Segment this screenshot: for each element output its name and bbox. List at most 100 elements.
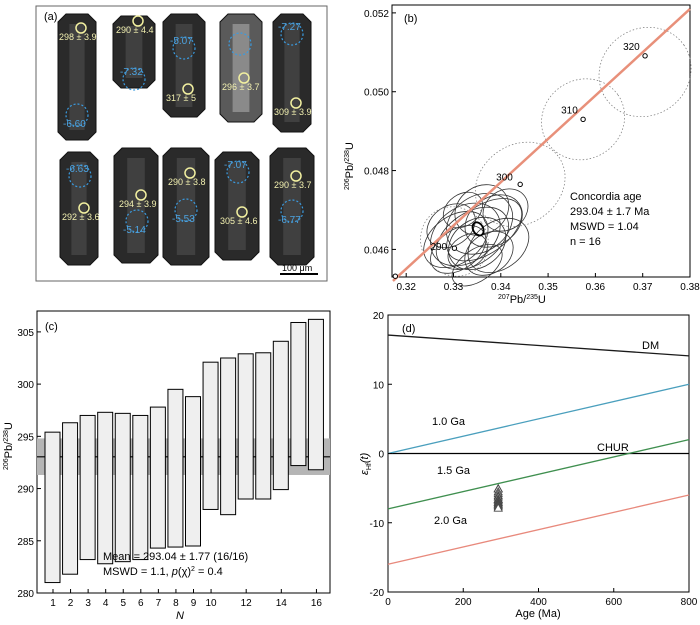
- spot-ehf: -5.53: [172, 214, 195, 225]
- error-ellipse: [435, 206, 509, 270]
- concordia-annotation: MSWD = 1.04: [570, 221, 639, 233]
- upb-spot: [290, 97, 302, 109]
- y-label-main: ε: [359, 470, 371, 475]
- upb-spot: [290, 170, 302, 182]
- hf-spot: [280, 22, 304, 46]
- grain-core: [69, 24, 85, 130]
- error-ellipse: [454, 184, 510, 236]
- x-tick-label: 1: [50, 598, 56, 609]
- series-label: DM: [642, 340, 659, 352]
- y-label-sup2: 238: [344, 150, 351, 162]
- y-label-sub: Hf: [366, 463, 373, 470]
- age-marker: [392, 273, 399, 279]
- data-point: [493, 503, 503, 512]
- age-marker: [642, 53, 648, 59]
- x-tick-label: 0: [385, 597, 391, 608]
- spot-ehf: -5.14: [123, 225, 146, 236]
- y-label-end: U: [344, 142, 356, 150]
- concordia-envelope: [541, 78, 626, 161]
- spot-age: 290 ± 3.7: [274, 180, 311, 190]
- concordia-annotation: 293.04 ± 1.7 Ma: [570, 206, 650, 218]
- scale-bar-label: 100 μm: [282, 263, 312, 273]
- mean-annotation: Mean = 293.04 ± 1.77 (16/16): [103, 551, 248, 563]
- concordia-age-label: 320: [623, 42, 640, 53]
- y-tick-label: 0.046: [364, 245, 389, 256]
- y-tick-label: 300: [17, 380, 34, 391]
- hf-spot: [68, 164, 92, 188]
- age-marker: [580, 116, 586, 123]
- x-axis-label: Age (Ma): [515, 608, 560, 620]
- hf-spot: [122, 67, 146, 91]
- x-axis-label: 207Pb/235U: [498, 294, 546, 306]
- error-ellipses: [423, 184, 530, 287]
- spot-ehf: -7.07: [224, 160, 247, 171]
- error-bar: [220, 357, 237, 516]
- x-tick-label: 10: [206, 598, 218, 609]
- y-tick-label: -20: [370, 588, 385, 599]
- x-tick-label: 0.36: [586, 282, 606, 293]
- panel-b-concordia: (b) 290 300 310 320 0.32 0.33 0.34 0.35 0.36 0.37 0…: [344, 4, 700, 306]
- upb-spot: [184, 167, 196, 179]
- spot-age: 294 ± 3.9: [119, 199, 156, 209]
- y-label-sup2: 238: [3, 430, 10, 442]
- error-bar: [97, 411, 114, 565]
- concordia-annotation: n = 16: [570, 236, 601, 248]
- x-tick-label: 0.35: [538, 282, 558, 293]
- error-ellipse: [442, 191, 483, 229]
- x-tick-label: 3: [85, 598, 91, 609]
- spot-ehf: -7.27: [278, 22, 301, 33]
- error-ellipse: [430, 202, 501, 267]
- mswd-text: MSWD = 1.1,: [103, 566, 172, 578]
- hf-spot: [228, 32, 252, 56]
- spot-age: 317 ± 5: [166, 93, 196, 103]
- grain-core: [228, 162, 246, 250]
- x-tick-label: 6: [138, 598, 144, 609]
- x-tick-label: 7: [156, 598, 162, 609]
- x-tick-label: 2: [68, 598, 74, 609]
- series-label: CHUR: [597, 442, 629, 454]
- x-tick-label: 0.38: [680, 282, 700, 293]
- series-line: [387, 439, 690, 510]
- grain-core: [176, 158, 196, 255]
- upb-spot: [135, 189, 147, 201]
- x-tick-label: 800: [681, 597, 698, 608]
- error-bar: [255, 352, 272, 500]
- panel-b-label: (b): [404, 13, 417, 25]
- error-bar: [62, 422, 79, 575]
- x-label-main: Pb/: [510, 294, 527, 306]
- series-label: 1.0 Ga: [432, 416, 466, 428]
- x-tick-label: 12: [241, 598, 253, 609]
- plot-frame: [391, 4, 691, 278]
- panel-a-zircon-images: (a) 298 ± 3.9 -6.60 290 ± 4.4 -7.32 317 ± 5 -…: [35, 5, 328, 282]
- x-tick-label: 0.32: [396, 282, 416, 293]
- upb-spot: [236, 206, 248, 218]
- y-label-end: (t): [359, 452, 371, 463]
- chi-square: 2: [191, 566, 195, 573]
- error-ellipse: [423, 211, 489, 269]
- grain-core: [283, 158, 301, 255]
- panel-c-weighted-mean: (c)1 2 3 4 5 6 7 8 9 10 12 14 16280285290295300305N2…: [3, 310, 331, 622]
- spot-age: 296 ± 3.7: [222, 82, 259, 92]
- error-bar: [167, 388, 184, 548]
- grain-core: [125, 26, 143, 78]
- spot-ehf: -6.77: [278, 215, 301, 226]
- x-tick-label: 8: [173, 598, 179, 609]
- series-line: [387, 383, 690, 455]
- error-ellipse: [448, 216, 507, 271]
- panel-c-label: (c): [45, 321, 58, 333]
- error-ellipse: [447, 233, 488, 270]
- zircon-grain: 309 ± 3.9 -7.27: [272, 13, 312, 133]
- x-tick-label: 5: [120, 598, 126, 609]
- hf-spot: [125, 209, 149, 233]
- x-tick-label: 9: [191, 598, 197, 609]
- x-axis-label: N: [176, 610, 184, 622]
- hf-spot: [226, 160, 250, 184]
- zircon-grain: 290 ± 4.4 -7.32: [112, 15, 156, 91]
- error-bar: [272, 340, 289, 491]
- spot-ehf: -6.60: [63, 119, 86, 130]
- spot-age: 290 ± 4.4: [116, 25, 153, 35]
- concordia-annotation: Concordia age: [570, 191, 642, 203]
- upb-spot: [78, 202, 90, 214]
- concordia-age-label: 310: [561, 105, 578, 116]
